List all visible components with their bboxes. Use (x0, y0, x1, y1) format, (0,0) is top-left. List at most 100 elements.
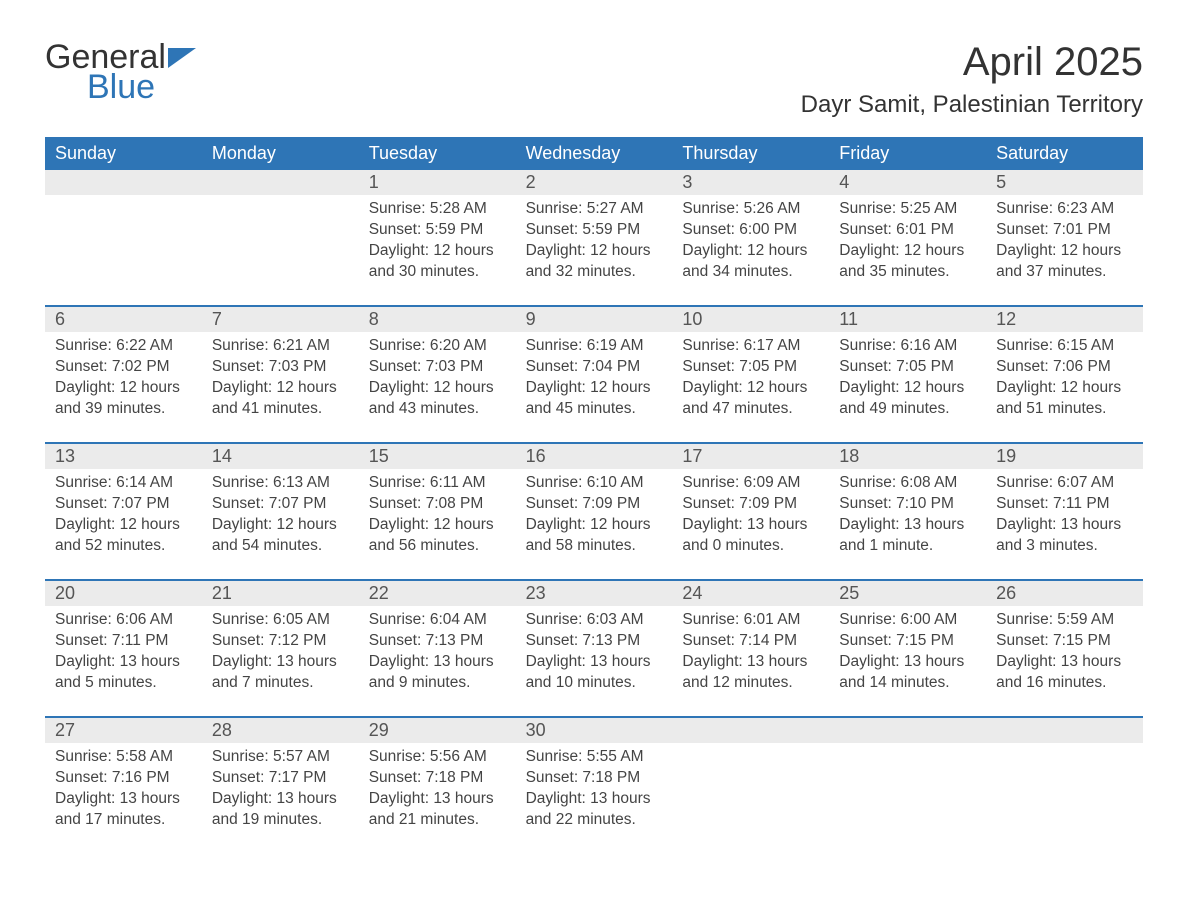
day-number (829, 718, 986, 743)
details-row: Sunrise: 5:58 AMSunset: 7:16 PMDaylight:… (45, 743, 1143, 839)
sunrise-text: Sunrise: 5:57 AM (212, 747, 349, 768)
sunset-text: Sunset: 7:13 PM (526, 631, 663, 652)
day-details: Sunrise: 5:56 AMSunset: 7:18 PMDaylight:… (359, 743, 516, 839)
sunset-text: Sunset: 7:07 PM (55, 494, 192, 515)
day-details: Sunrise: 5:25 AMSunset: 6:01 PMDaylight:… (829, 195, 986, 291)
day-number (986, 718, 1143, 743)
sunrise-text: Sunrise: 6:09 AM (682, 473, 819, 494)
sunrise-text: Sunrise: 6:22 AM (55, 336, 192, 357)
day-number: 27 (45, 718, 202, 743)
weekday-cell: Sunday (45, 137, 202, 170)
sunrise-text: Sunrise: 6:03 AM (526, 610, 663, 631)
sunrise-text: Sunrise: 6:23 AM (996, 199, 1133, 220)
sunset-text: Sunset: 5:59 PM (526, 220, 663, 241)
sunrise-text: Sunrise: 5:56 AM (369, 747, 506, 768)
sunset-text: Sunset: 6:00 PM (682, 220, 819, 241)
daynum-row: 13141516171819 (45, 444, 1143, 469)
daylight-text: Daylight: 13 hours and 5 minutes. (55, 652, 192, 694)
day-details (672, 743, 829, 839)
logo-part2: Blue (87, 70, 196, 104)
daylight-text: Daylight: 12 hours and 49 minutes. (839, 378, 976, 420)
daylight-text: Daylight: 12 hours and 37 minutes. (996, 241, 1133, 283)
day-number: 30 (516, 718, 673, 743)
sunset-text: Sunset: 7:09 PM (526, 494, 663, 515)
day-details: Sunrise: 5:57 AMSunset: 7:17 PMDaylight:… (202, 743, 359, 839)
sunrise-text: Sunrise: 6:16 AM (839, 336, 976, 357)
sunrise-text: Sunrise: 6:15 AM (996, 336, 1133, 357)
sunrise-text: Sunrise: 6:11 AM (369, 473, 506, 494)
daylight-text: Daylight: 13 hours and 19 minutes. (212, 789, 349, 831)
day-details: Sunrise: 6:07 AMSunset: 7:11 PMDaylight:… (986, 469, 1143, 565)
day-details (986, 743, 1143, 839)
day-details: Sunrise: 6:22 AMSunset: 7:02 PMDaylight:… (45, 332, 202, 428)
weekday-cell: Tuesday (359, 137, 516, 170)
sunrise-text: Sunrise: 6:01 AM (682, 610, 819, 631)
day-number: 13 (45, 444, 202, 469)
daylight-text: Daylight: 12 hours and 39 minutes. (55, 378, 192, 420)
day-details: Sunrise: 6:10 AMSunset: 7:09 PMDaylight:… (516, 469, 673, 565)
sunrise-text: Sunrise: 6:05 AM (212, 610, 349, 631)
day-details: Sunrise: 6:21 AMSunset: 7:03 PMDaylight:… (202, 332, 359, 428)
day-number: 28 (202, 718, 359, 743)
daylight-text: Daylight: 12 hours and 30 minutes. (369, 241, 506, 283)
daynum-row: 6789101112 (45, 307, 1143, 332)
sunset-text: Sunset: 7:13 PM (369, 631, 506, 652)
details-row: Sunrise: 6:06 AMSunset: 7:11 PMDaylight:… (45, 606, 1143, 702)
sunset-text: Sunset: 7:16 PM (55, 768, 192, 789)
daynum-row: 27282930 (45, 718, 1143, 743)
day-details: Sunrise: 6:11 AMSunset: 7:08 PMDaylight:… (359, 469, 516, 565)
sunset-text: Sunset: 7:03 PM (212, 357, 349, 378)
sunset-text: Sunset: 7:10 PM (839, 494, 976, 515)
sunset-text: Sunset: 7:15 PM (839, 631, 976, 652)
day-number: 24 (672, 581, 829, 606)
calendar: SundayMondayTuesdayWednesdayThursdayFrid… (45, 137, 1143, 839)
day-number: 5 (986, 170, 1143, 195)
logo-text: General Blue (45, 40, 196, 104)
day-details: Sunrise: 6:19 AMSunset: 7:04 PMDaylight:… (516, 332, 673, 428)
daylight-text: Daylight: 12 hours and 51 minutes. (996, 378, 1133, 420)
day-number (202, 170, 359, 195)
daynum-row: 20212223242526 (45, 581, 1143, 606)
day-details: Sunrise: 6:08 AMSunset: 7:10 PMDaylight:… (829, 469, 986, 565)
day-details (45, 195, 202, 291)
day-number: 21 (202, 581, 359, 606)
daylight-text: Daylight: 13 hours and 10 minutes. (526, 652, 663, 694)
day-number: 9 (516, 307, 673, 332)
sunset-text: Sunset: 7:01 PM (996, 220, 1133, 241)
daylight-text: Daylight: 12 hours and 52 minutes. (55, 515, 192, 557)
day-number: 14 (202, 444, 359, 469)
daylight-text: Daylight: 13 hours and 14 minutes. (839, 652, 976, 694)
sunset-text: Sunset: 7:06 PM (996, 357, 1133, 378)
daynum-row: 12345 (45, 170, 1143, 195)
sunset-text: Sunset: 7:18 PM (526, 768, 663, 789)
day-details: Sunrise: 6:16 AMSunset: 7:05 PMDaylight:… (829, 332, 986, 428)
sunset-text: Sunset: 5:59 PM (369, 220, 506, 241)
daylight-text: Daylight: 13 hours and 0 minutes. (682, 515, 819, 557)
day-number: 29 (359, 718, 516, 743)
daylight-text: Daylight: 12 hours and 32 minutes. (526, 241, 663, 283)
day-details: Sunrise: 6:06 AMSunset: 7:11 PMDaylight:… (45, 606, 202, 702)
daylight-text: Daylight: 13 hours and 9 minutes. (369, 652, 506, 694)
day-details: Sunrise: 6:23 AMSunset: 7:01 PMDaylight:… (986, 195, 1143, 291)
sunrise-text: Sunrise: 5:26 AM (682, 199, 819, 220)
sunset-text: Sunset: 7:02 PM (55, 357, 192, 378)
sunset-text: Sunset: 7:04 PM (526, 357, 663, 378)
day-number: 3 (672, 170, 829, 195)
sunset-text: Sunset: 7:05 PM (682, 357, 819, 378)
day-number: 18 (829, 444, 986, 469)
day-details (829, 743, 986, 839)
day-details: Sunrise: 6:20 AMSunset: 7:03 PMDaylight:… (359, 332, 516, 428)
sunrise-text: Sunrise: 6:17 AM (682, 336, 819, 357)
day-number: 1 (359, 170, 516, 195)
sunrise-text: Sunrise: 6:07 AM (996, 473, 1133, 494)
location: Dayr Samit, Palestinian Territory (801, 91, 1143, 119)
day-number: 15 (359, 444, 516, 469)
sunset-text: Sunset: 7:07 PM (212, 494, 349, 515)
day-details: Sunrise: 6:13 AMSunset: 7:07 PMDaylight:… (202, 469, 359, 565)
weekday-cell: Monday (202, 137, 359, 170)
daylight-text: Daylight: 12 hours and 43 minutes. (369, 378, 506, 420)
daylight-text: Daylight: 12 hours and 45 minutes. (526, 378, 663, 420)
daylight-text: Daylight: 13 hours and 3 minutes. (996, 515, 1133, 557)
sunset-text: Sunset: 7:03 PM (369, 357, 506, 378)
weekday-header-row: SundayMondayTuesdayWednesdayThursdayFrid… (45, 137, 1143, 170)
